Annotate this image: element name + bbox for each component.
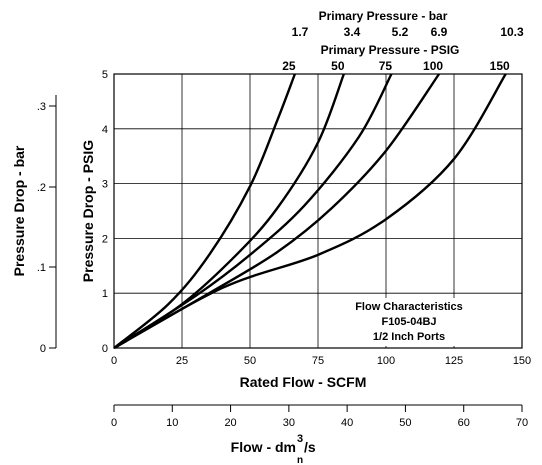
y-tick-label: 3 bbox=[102, 179, 108, 191]
top-psig-value: 75 bbox=[379, 59, 393, 73]
top-bar-value: 3.4 bbox=[344, 25, 361, 39]
curve-75-psig bbox=[113, 73, 393, 350]
x-tick-label: 0 bbox=[111, 355, 117, 367]
top-psig-value: 100 bbox=[423, 59, 443, 73]
flow-tick-label: 20 bbox=[224, 417, 236, 429]
flow-axis-label-sup: 3 bbox=[297, 433, 303, 445]
psig-axis-label: Pressure Drop - PSIG bbox=[80, 140, 96, 282]
top-psig-title: Primary Pressure - PSIG bbox=[321, 43, 460, 57]
top-psig-value: 50 bbox=[331, 59, 345, 73]
plot-frame bbox=[113, 73, 523, 349]
bar-axis-label: Pressure Drop - bar bbox=[11, 145, 27, 276]
x-tick-label: 25 bbox=[176, 355, 188, 367]
flow-axis-label-sub: n bbox=[297, 455, 303, 465]
x-tick-label: 150 bbox=[513, 355, 531, 367]
bar-tick-label: .2 bbox=[37, 182, 46, 194]
top-bar-value: 5.2 bbox=[392, 25, 409, 39]
flow-axis-label-tail: /s bbox=[304, 439, 316, 455]
annotation-line-2: F105-04BJ bbox=[381, 316, 436, 328]
x-tick-label: 50 bbox=[244, 355, 256, 367]
y-tick-label: 1 bbox=[102, 288, 108, 300]
top-bar-title: Primary Pressure - bar bbox=[319, 9, 448, 23]
bar-tick-label: 0 bbox=[40, 343, 46, 355]
top-bar-value: 6.9 bbox=[431, 25, 448, 39]
flow-tick-label: 70 bbox=[516, 417, 528, 429]
x-axis-label: Rated Flow - SCFM bbox=[240, 374, 367, 390]
bar-tick-label: .3 bbox=[37, 101, 46, 113]
y-tick-label: 5 bbox=[102, 69, 108, 81]
top-psig-value: 150 bbox=[490, 59, 510, 73]
curve-150-psig bbox=[113, 73, 507, 350]
curve-50-psig bbox=[113, 73, 345, 350]
y-tick-label: 2 bbox=[102, 233, 108, 245]
flow-axis-label: Flow - dm bbox=[231, 439, 296, 455]
flow-tick-label: 10 bbox=[166, 417, 178, 429]
flow-tick-label: 50 bbox=[399, 417, 411, 429]
y-tick-label: 0 bbox=[102, 343, 108, 355]
curve-25-psig bbox=[113, 73, 297, 349]
bar-tick-label: .1 bbox=[37, 262, 46, 274]
annotation-line-3: 1/2 Inch Ports bbox=[373, 331, 445, 343]
flow-tick-label: 40 bbox=[341, 417, 353, 429]
top-bar-value: 10.3 bbox=[500, 25, 524, 39]
annotation-line-1: Flow Characteristics bbox=[355, 301, 463, 313]
annotation-bg bbox=[350, 298, 468, 346]
x-tick-label: 75 bbox=[312, 355, 324, 367]
y-tick-label: 4 bbox=[102, 124, 108, 136]
flow-tick-label: 0 bbox=[111, 417, 117, 429]
x-tick-label: 125 bbox=[445, 355, 463, 367]
top-bar-value: 1.7 bbox=[292, 25, 309, 39]
x-tick-label: 100 bbox=[377, 355, 395, 367]
top-psig-value: 25 bbox=[282, 59, 296, 73]
flow-tick-label: 60 bbox=[458, 417, 470, 429]
flow-tick-label: 30 bbox=[283, 417, 295, 429]
